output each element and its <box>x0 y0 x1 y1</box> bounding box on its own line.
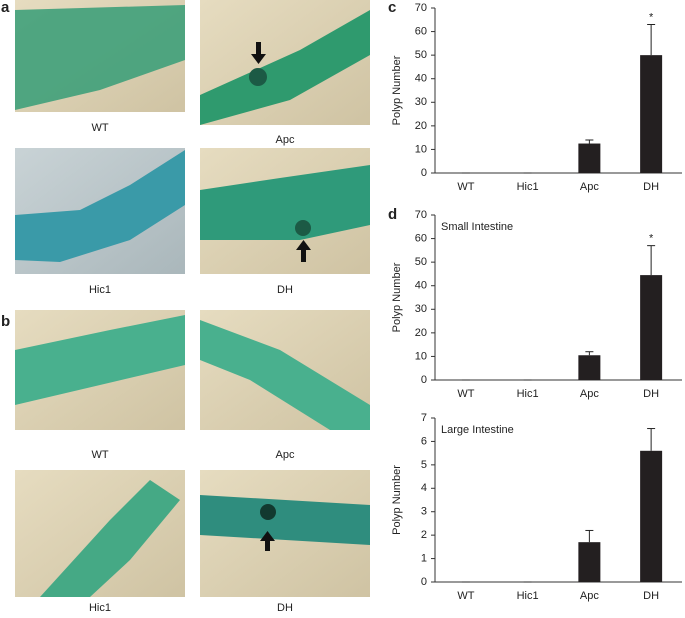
tissue <box>15 5 185 110</box>
caption: Apc <box>276 449 295 461</box>
bar <box>640 450 663 582</box>
panel-label: d <box>388 206 397 223</box>
x-tick-label: DH <box>643 590 659 602</box>
x-tick-label: Apc <box>580 590 599 602</box>
x-tick-label: DH <box>643 388 659 400</box>
x-tick-label: DH <box>643 181 659 193</box>
y-axis-label: Polyp Number <box>391 465 403 535</box>
x-tick-label: Hic1 <box>517 590 539 602</box>
y-tick-label: 10 <box>415 143 427 155</box>
y-tick-label: 40 <box>415 280 427 292</box>
caption: WT <box>91 449 108 461</box>
caption: DH <box>277 284 293 296</box>
tissue <box>200 495 370 545</box>
chart-title: Small Intestine <box>441 221 513 233</box>
polyp <box>295 220 311 236</box>
annotation: * <box>649 11 654 23</box>
y-tick-label: 0 <box>421 576 427 588</box>
photos <box>15 0 370 597</box>
x-tick-label: Hic1 <box>517 388 539 400</box>
y-tick-label: 20 <box>415 327 427 339</box>
y-tick-label: 50 <box>415 49 427 61</box>
y-tick-label: 2 <box>421 529 427 541</box>
y-tick-label: 4 <box>421 482 427 494</box>
tissue <box>200 10 370 125</box>
tissue <box>200 320 370 430</box>
y-axis-label: Polyp Number <box>391 55 403 125</box>
y-tick-label: 6 <box>421 435 427 447</box>
y-tick-label: 20 <box>415 120 427 132</box>
polyp <box>249 68 267 86</box>
y-tick-label: 7 <box>421 412 427 424</box>
y-axis-label: Polyp Number <box>391 262 403 332</box>
panel-label: b <box>1 313 10 330</box>
bar <box>640 275 663 380</box>
x-tick-label: WT <box>457 388 474 400</box>
x-tick-label: Apc <box>580 181 599 193</box>
y-tick-label: 0 <box>421 167 427 179</box>
y-tick-label: 0 <box>421 374 427 386</box>
y-tick-label: 30 <box>415 303 427 315</box>
bar <box>578 542 601 582</box>
arrow <box>296 240 311 262</box>
y-tick-label: 70 <box>415 209 427 221</box>
caption: Hic1 <box>89 602 111 614</box>
y-tick-label: 30 <box>415 96 427 108</box>
caption: DH <box>277 602 293 614</box>
chart-title: Large Intestine <box>441 424 514 436</box>
tissue <box>15 150 185 262</box>
polyp <box>260 504 276 520</box>
y-tick-label: 10 <box>415 350 427 362</box>
panel-label: a <box>1 0 10 16</box>
annotation: * <box>649 233 654 245</box>
y-tick-label: 5 <box>421 459 427 471</box>
arrow <box>260 531 275 551</box>
x-tick-label: WT <box>457 590 474 602</box>
x-tick-label: WT <box>457 181 474 193</box>
y-tick-label: 50 <box>415 256 427 268</box>
y-tick-label: 3 <box>421 506 427 518</box>
arrow <box>251 42 266 64</box>
x-tick-label: Apc <box>580 388 599 400</box>
panel-label: c <box>388 0 396 16</box>
bar <box>578 355 601 380</box>
y-tick-label: 60 <box>415 232 427 244</box>
y-tick-label: 70 <box>415 2 427 14</box>
tissue <box>200 165 370 240</box>
tissue <box>40 480 180 597</box>
y-tick-label: 60 <box>415 25 427 37</box>
y-tick-label: 40 <box>415 73 427 85</box>
x-tick-label: Hic1 <box>517 181 539 193</box>
tissue <box>15 315 185 405</box>
caption: Hic1 <box>89 284 111 296</box>
bar <box>578 143 601 173</box>
y-tick-label: 1 <box>421 552 427 564</box>
caption: Apc <box>276 134 295 146</box>
bar <box>640 55 663 174</box>
caption: WT <box>91 122 108 134</box>
